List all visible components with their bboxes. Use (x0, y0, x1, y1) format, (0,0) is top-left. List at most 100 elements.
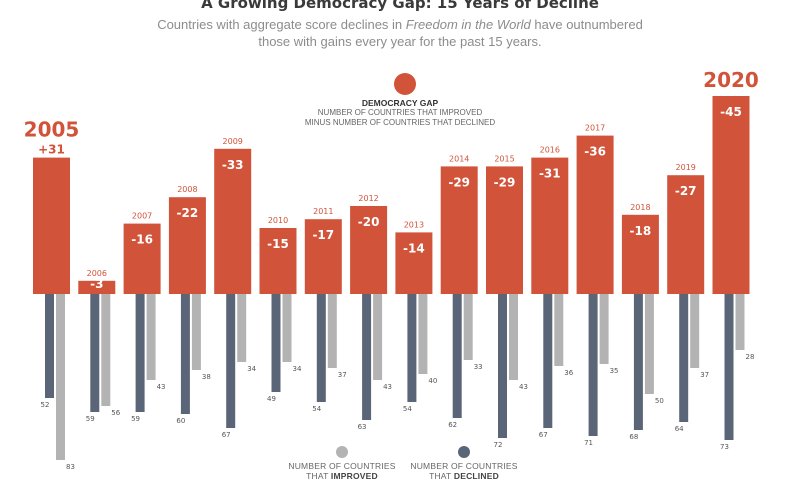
improved-bar (56, 294, 65, 460)
gap-value-label: -17 (312, 228, 334, 242)
chart-subtitle: Countries with aggregate score declines … (150, 16, 650, 50)
declined-bar (271, 294, 281, 392)
improved-value-label: 35 (610, 367, 619, 375)
improved-bar (735, 294, 745, 350)
gap-legend-line2: MINUS NUMBER OF COUNTRIES THAT DECLINED (304, 118, 496, 127)
year-label: 2005 (24, 118, 80, 142)
year-label: 2011 (313, 207, 333, 216)
gap-value-label: -3 (90, 277, 103, 291)
gap-bar (33, 157, 70, 294)
gap-value-label: -16 (131, 233, 153, 247)
improved-value-label: 43 (157, 383, 166, 391)
gap-bar (350, 206, 388, 294)
improved-bar (373, 294, 383, 380)
gap-bar (123, 223, 161, 294)
year-label: 2016 (540, 146, 560, 155)
gap-value-label: -31 (539, 167, 561, 181)
declined-bar (588, 294, 598, 436)
improved-legend-line1: NUMBER OF COUNTRIES (288, 461, 396, 471)
improved-legend-line2: THAT IMPROVED (282, 471, 402, 481)
improved-value-label: 43 (383, 383, 392, 391)
declined-bar (316, 294, 326, 402)
declined-value-label: 52 (41, 401, 50, 409)
improved-value-label: 37 (700, 371, 709, 379)
year-label: 2020 (703, 68, 759, 92)
declined-bar (543, 294, 553, 428)
year-label: 2012 (358, 194, 378, 203)
improved-value-label: 83 (66, 463, 75, 471)
gap-bar (667, 175, 705, 294)
gap-bar (168, 197, 206, 294)
declined-bar (226, 294, 236, 428)
gap-legend-dot (394, 73, 416, 95)
declined-legend-prefix: THAT (429, 471, 454, 481)
year-label: 2015 (494, 154, 514, 163)
declined-value-label: 68 (629, 433, 638, 441)
year-label: 2007 (132, 212, 152, 221)
year-label: 2019 (676, 163, 696, 172)
declined-bar (724, 294, 734, 440)
improved-value-label: 43 (519, 383, 528, 391)
improved-value-label: 33 (474, 363, 483, 371)
declined-legend-line2: THAT DECLINED (404, 471, 524, 481)
declined-bar (90, 294, 100, 412)
gap-value-label: -20 (358, 215, 380, 229)
subtitle-start: Countries with aggregate score declines … (157, 17, 406, 32)
declined-value-label: 62 (448, 421, 457, 429)
year-label: 2014 (449, 154, 469, 163)
gap-bar (440, 166, 478, 294)
year-label: 2008 (177, 185, 197, 194)
declined-bar (45, 294, 54, 398)
declined-bar (679, 294, 689, 422)
improved-bar (418, 294, 428, 374)
improved-legend-dot (336, 446, 348, 458)
improved-value-label: 38 (202, 373, 211, 381)
declined-legend-label: NUMBER OF COUNTRIES THAT DECLINED (404, 461, 524, 481)
improved-value-label: 34 (247, 365, 256, 373)
declined-value-label: 63 (358, 423, 367, 431)
year-label: 2010 (268, 216, 288, 225)
improved-value-label: 56 (111, 409, 120, 417)
improved-bar (191, 294, 201, 370)
improved-value-label: 40 (428, 377, 437, 385)
declined-value-label: 71 (584, 439, 593, 447)
improved-bar (101, 294, 111, 406)
improved-bar (644, 294, 654, 394)
chart-title: A Growing Democracy Gap: 15 Years of Dec… (201, 0, 599, 12)
gap-bar (395, 232, 433, 294)
improved-bar (509, 294, 518, 380)
gap-value-label: -18 (630, 224, 652, 238)
gap-legend-line1: NUMBER OF COUNTRIES THAT IMPROVED (317, 108, 483, 117)
declined-bar (452, 294, 462, 418)
improved-bar (327, 294, 337, 368)
declined-value-label: 49 (267, 395, 276, 403)
gap-bar (531, 157, 569, 294)
improved-bar (237, 294, 247, 362)
improved-bar (146, 294, 156, 380)
improved-value-label: 36 (564, 369, 573, 377)
gap-value-label: +31 (38, 143, 65, 157)
declined-value-label: 64 (675, 425, 684, 433)
gap-legend-title: DEMOCRACY GAP (361, 98, 439, 108)
gap-value-label: -45 (720, 105, 742, 119)
declined-bar (498, 294, 507, 438)
declined-value-label: 67 (539, 431, 548, 439)
declined-bar (407, 294, 417, 402)
improved-bar (554, 294, 564, 366)
year-label: 2013 (404, 220, 424, 229)
declined-legend-bold: DECLINED (453, 471, 499, 481)
improved-bar (599, 294, 609, 364)
year-label: 2018 (630, 203, 650, 212)
declined-value-label: 59 (131, 415, 140, 423)
gap-value-label: -36 (584, 145, 606, 159)
declined-value-label: 72 (494, 441, 503, 449)
gap-bar (576, 135, 614, 294)
year-label: 2017 (585, 124, 605, 133)
gap-bar (712, 96, 750, 294)
year-label: 2009 (223, 137, 243, 146)
gap-value-label: -29 (494, 175, 516, 189)
improved-bar (690, 294, 700, 368)
improved-bar (282, 294, 292, 362)
